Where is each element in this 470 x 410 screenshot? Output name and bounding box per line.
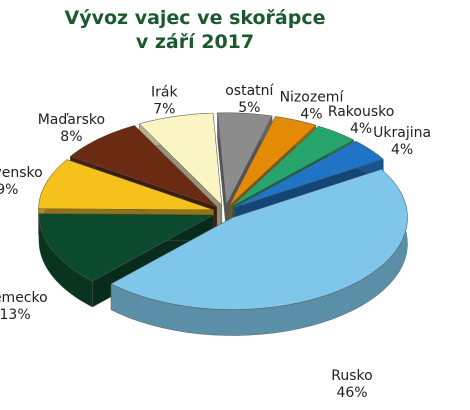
slice-value-label: 46% [336,385,367,401]
slice-value-label: 4% [300,106,322,122]
slice-label: Rusko [331,368,372,384]
slice-label: Maďarsko [38,112,105,128]
slice-value-label: 5% [238,100,260,116]
slice [232,125,355,207]
slice-label: ostatní [225,83,274,99]
slice-value-label: 4% [391,142,413,158]
slice-value-label: 13% [0,307,31,323]
slice [69,125,218,207]
slice-label: Irák [151,85,178,101]
chart-title: Vývoz vajec ve skořápce v září 2017 [64,7,326,53]
slice [38,213,215,282]
slice-label: Nizozemí [280,89,345,105]
slice [110,169,408,310]
slice [38,159,214,211]
slice-value-label: 7% [153,102,175,118]
slice [229,116,317,206]
slice-label: Rakousko [328,104,395,120]
slice-value-label: 9% [0,182,18,198]
slice [217,112,273,206]
slice-value-label: 8% [60,129,82,145]
slice [234,140,384,208]
slice-label: Ukrajina [373,125,431,141]
slice-label: Slovensko [0,165,43,181]
slice-value-label: 4% [350,121,372,137]
slice [139,112,223,206]
slice-label: Německo [0,290,48,306]
